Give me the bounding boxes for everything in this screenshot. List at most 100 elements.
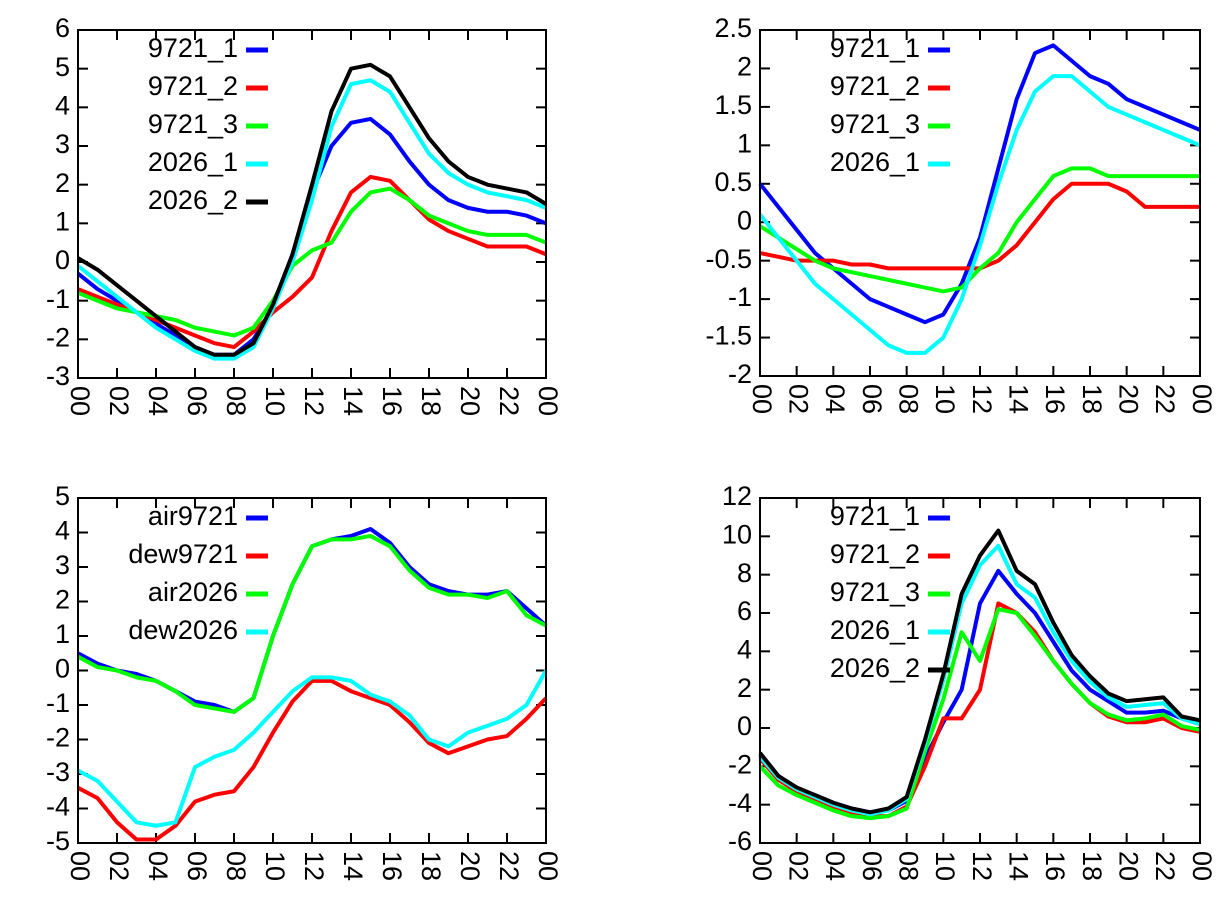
y-tick-label: 1.5: [714, 90, 752, 120]
legend-label: 9721_2: [830, 539, 920, 569]
panel: -2-1.5-1-0.500.511.522.500 02 04 06 08 10 12 14…: [705, 13, 1216, 414]
y-tick-label: 4: [55, 516, 70, 546]
x-tick-label: 06: [857, 384, 887, 414]
y-tick-label: -1: [46, 688, 70, 718]
y-tick-label: -2: [46, 723, 70, 753]
x-tick-label: 00: [1187, 851, 1217, 881]
y-tick-label: 0: [55, 654, 70, 684]
legend-label: dew2026: [128, 615, 238, 645]
x-tick-label: 08: [894, 851, 924, 881]
legend-label: 9721_3: [830, 109, 920, 139]
y-tick-label: -2: [728, 359, 752, 389]
legend-label: 9721_1: [148, 33, 238, 63]
x-tick-label: 10: [930, 384, 960, 414]
series-line: [758, 166, 1200, 294]
x-tick-label: 16: [377, 851, 407, 881]
x-tick-label: 20: [455, 386, 485, 416]
x-tick-label: 22: [1150, 851, 1180, 881]
plot-frame: [77, 497, 547, 844]
y-tick-label: -2: [46, 322, 70, 352]
x-tick-label: 06: [182, 851, 212, 881]
series-line: [758, 528, 1201, 815]
series-line: [77, 533, 547, 714]
x-tick-label: 02: [104, 386, 134, 416]
x-tick-label: 04: [143, 386, 173, 416]
y-tick-label: 2: [55, 168, 70, 198]
series-line: [758, 43, 1201, 325]
y-tick-label: 2: [737, 52, 752, 82]
y-tick-label: -3: [46, 757, 70, 787]
legend-label: air9721: [148, 501, 238, 531]
x-tick-label: 02: [784, 384, 814, 414]
legend-label: air2026: [148, 577, 238, 607]
y-tick-label: -6: [728, 826, 752, 856]
y-tick-label: -0.5: [705, 244, 752, 274]
x-tick-label: 16: [1040, 384, 1070, 414]
x-tick-label: 00: [533, 851, 563, 881]
y-tick-label: -1: [728, 282, 752, 312]
plot-frame: [759, 29, 1201, 377]
x-tick-label: 16: [377, 386, 407, 416]
legend-label: 9721_1: [830, 501, 920, 531]
x-tick-label: 10: [260, 386, 290, 416]
y-tick-label: 2.5: [714, 13, 752, 43]
y-tick-label: 5: [55, 52, 70, 82]
x-tick-label: 08: [894, 384, 924, 414]
y-tick-label: 4: [55, 90, 70, 120]
y-tick-label: 2: [737, 673, 752, 703]
x-tick-label: 12: [299, 386, 329, 416]
x-tick-label: 16: [1040, 851, 1070, 881]
y-tick-label: 3: [55, 550, 70, 580]
x-tick-label: 20: [1114, 384, 1144, 414]
y-tick-label: 2: [55, 585, 70, 615]
x-tick-label: 00: [65, 851, 95, 881]
y-tick-label: -2: [728, 749, 752, 779]
legend-label: 9721_2: [148, 71, 238, 101]
x-tick-label: 22: [494, 386, 524, 416]
series-line: [76, 78, 547, 361]
y-tick-label: -5: [46, 826, 70, 856]
x-tick-label: 00: [1187, 384, 1217, 414]
series-line: [76, 62, 548, 357]
x-tick-label: 18: [416, 386, 446, 416]
series-line: [758, 74, 1201, 355]
legend-label: 2026_1: [830, 147, 920, 177]
x-tick-label: 12: [299, 851, 329, 881]
x-tick-label: 14: [338, 386, 368, 416]
x-tick-label: 20: [1114, 851, 1144, 881]
y-tick-label: 8: [737, 558, 752, 588]
x-tick-label: 18: [416, 851, 446, 881]
y-tick-label: 3: [55, 129, 70, 159]
x-tick-label: 10: [260, 851, 290, 881]
y-tick-label: 0.5: [714, 167, 752, 197]
plot-frame: [77, 29, 547, 379]
y-tick-label: 5: [55, 481, 70, 511]
x-tick-label: 12: [967, 384, 997, 414]
y-tick-label: -3: [46, 361, 70, 391]
y-tick-label: 1: [737, 128, 752, 158]
legend-label: 2026_2: [830, 653, 920, 683]
x-tick-label: 22: [494, 851, 524, 881]
x-tick-label: 22: [1150, 384, 1180, 414]
x-tick-label: 02: [784, 851, 814, 881]
series-line: [758, 607, 1201, 821]
x-tick-label: 18: [1077, 851, 1107, 881]
x-tick-label: 00: [747, 384, 777, 414]
y-tick-label: -4: [46, 792, 70, 822]
x-tick-label: 00: [747, 851, 777, 881]
y-tick-label: 0: [737, 711, 752, 741]
series-line: [77, 174, 547, 350]
x-tick-label: 00: [65, 386, 95, 416]
y-tick-label: 10: [722, 519, 752, 549]
legend-label: 2026_2: [148, 185, 238, 215]
series-line: [758, 601, 1201, 819]
legend-label: 9721_2: [830, 71, 920, 101]
y-tick-label: 1: [55, 619, 70, 649]
x-tick-label: 04: [820, 384, 850, 414]
y-tick-label: 1: [55, 206, 70, 236]
series-line: [77, 678, 548, 842]
